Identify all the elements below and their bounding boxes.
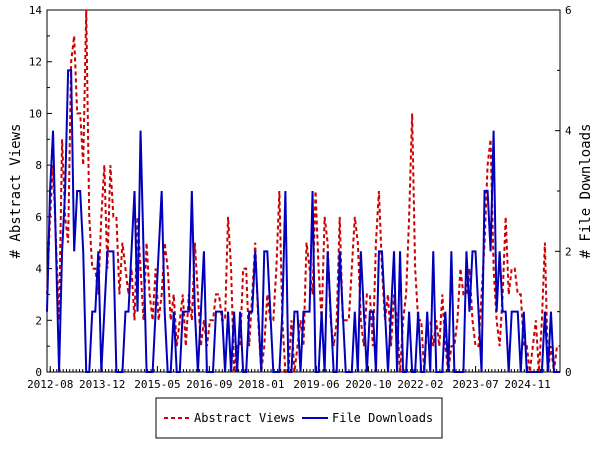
y-left-tick-label: 12 — [29, 56, 42, 69]
y-right-tick-label: 4 — [565, 125, 572, 138]
series-line-abstract-views — [46, 9, 560, 373]
x-tick-label: 2013-12 — [79, 378, 125, 391]
x-tick-label: 2023-07 — [452, 378, 498, 391]
y2-axis-title: # File Downloads — [578, 124, 594, 259]
y-left-tick-label: 0 — [35, 366, 42, 379]
y-left-tick-label: 10 — [29, 107, 42, 120]
legend-box — [155, 397, 443, 439]
y-axis-title: # Abstract Views — [8, 124, 24, 259]
y-left-tick-label: 4 — [35, 263, 42, 276]
series-line-file-downloads — [46, 69, 560, 373]
x-tick-label: 2020-10 — [345, 378, 391, 391]
legend: Abstract Views File Downloads — [155, 397, 443, 439]
y-right-tick-label: 2 — [565, 245, 572, 258]
series-layer — [46, 9, 560, 373]
y-left-axis: 0 2 4 6 8 10 12 14 — [29, 4, 52, 379]
x-tick-label: 2019-06 — [293, 378, 339, 391]
y-left-tick-label: 6 — [35, 211, 42, 224]
y-left-tick-label: 14 — [29, 4, 43, 17]
y-left-tick-label: 8 — [35, 159, 42, 172]
legend-label-abstract-views: Abstract Views — [194, 411, 295, 425]
x-tick-label: 2024-11 — [504, 378, 550, 391]
x-axis: 2012-08 2013-12 2015-05 2016-09 2018-01 2019-… — [27, 366, 551, 391]
legend-label-file-downloads: File Downloads — [332, 411, 433, 425]
x-tick-label: 2015-05 — [134, 378, 180, 391]
y-left-tick-label: 2 — [35, 314, 42, 327]
x-tick-label: 2018-01 — [238, 378, 284, 391]
x-tick-label: 2016-09 — [186, 378, 232, 391]
x-tick-label: 2022-02 — [397, 378, 443, 391]
y-right-tick-label: 6 — [565, 4, 572, 17]
x-tick-label: 2012-08 — [27, 378, 73, 391]
y-right-tick-label: 0 — [565, 366, 572, 379]
